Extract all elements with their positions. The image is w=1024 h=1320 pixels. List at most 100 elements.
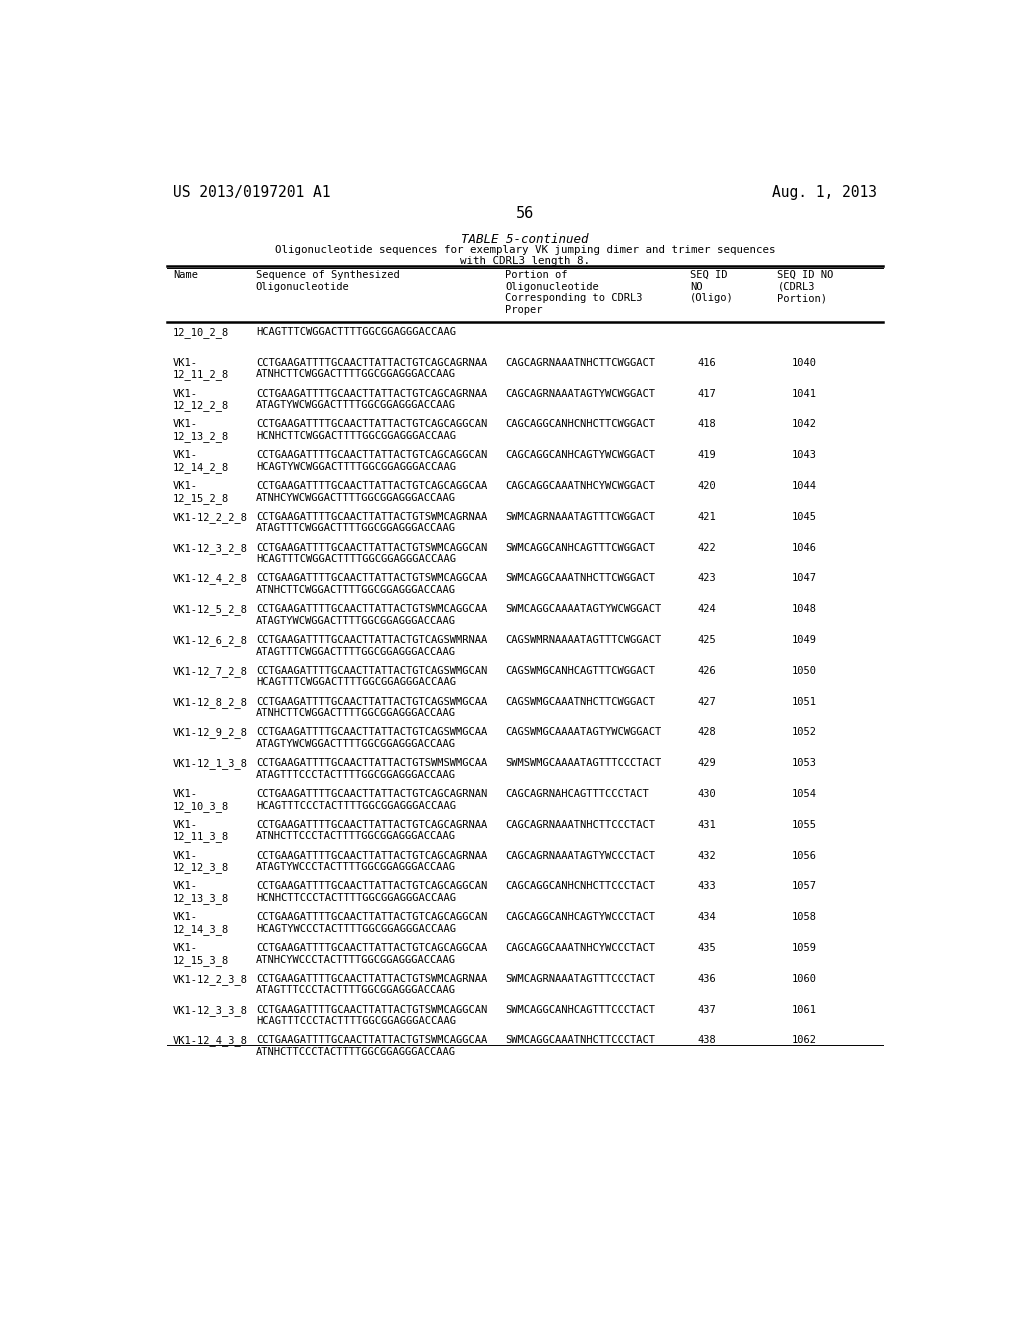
Text: CCTGAAGATTTTGCAACTTATTACTGTSWMCAGRNAA
ATAGTTTCCCTACTTTTGGCGGAGGGACCAAG: CCTGAAGATTTTGCAACTTATTACTGTSWMCAGRNAA AT… xyxy=(256,974,487,995)
Text: Portion of
Oligonucleotide
Corresponding to CDRL3
Proper: Portion of Oligonucleotide Corresponding… xyxy=(506,271,643,315)
Text: SWMCAGRNAAATAGTTTCCCTACT: SWMCAGRNAAATAGTTTCCCTACT xyxy=(506,974,655,983)
Text: CCTGAAGATTTTGCAACTTATTACTGTCAGCAGGCAN
HCAGTYWCCCTACTTTTGGCGGAGGGACCAAG: CCTGAAGATTTTGCAACTTATTACTGTCAGCAGGCAN HC… xyxy=(256,912,487,933)
Text: 1050: 1050 xyxy=(792,665,816,676)
Text: CCTGAAGATTTTGCAACTTATTACTGTSWMCAGGCAA
ATAGTYWCWGGACTTTTGGCGGAGGGACCAAG: CCTGAAGATTTTGCAACTTATTACTGTSWMCAGGCAA AT… xyxy=(256,605,487,626)
Text: US 2013/0197201 A1: US 2013/0197201 A1 xyxy=(173,185,331,201)
Text: 427: 427 xyxy=(697,697,717,706)
Text: 56: 56 xyxy=(516,206,534,222)
Text: 1054: 1054 xyxy=(792,789,816,799)
Text: 420: 420 xyxy=(697,480,717,491)
Text: CCTGAAGATTTTGCAACTTATTACTGTCAGSWMGCAA
ATNHCTTCWGGACTTTTGGCGGAGGGACCAAG: CCTGAAGATTTTGCAACTTATTACTGTCAGSWMGCAA AT… xyxy=(256,697,487,718)
Text: CAGSWMGCAAAATAGTYWCWGGACT: CAGSWMGCAAAATAGTYWCWGGACT xyxy=(506,727,662,738)
Text: 1060: 1060 xyxy=(792,974,816,983)
Text: VK1-12_6_2_8: VK1-12_6_2_8 xyxy=(173,635,248,645)
Text: CAGCAGGCAAATNHCYWCCCTACT: CAGCAGGCAAATNHCYWCCCTACT xyxy=(506,942,655,953)
Text: 431: 431 xyxy=(697,820,717,830)
Text: 1045: 1045 xyxy=(792,512,816,521)
Text: CCTGAAGATTTTGCAACTTATTACTGTCAGCAGRNAA
ATAGTYWCWGGACTTTTGGCGGAGGGACCAAG: CCTGAAGATTTTGCAACTTATTACTGTCAGCAGRNAA AT… xyxy=(256,388,487,411)
Text: CAGCAGGCAAATNHCYWCWGGACT: CAGCAGGCAAATNHCYWCWGGACT xyxy=(506,480,655,491)
Text: 1056: 1056 xyxy=(792,850,816,861)
Text: 1049: 1049 xyxy=(792,635,816,645)
Text: CCTGAAGATTTTGCAACTTATTACTGTSWMCAGGCAA
ATNHCTTCWGGACTTTTGGCGGAGGGACCAAG: CCTGAAGATTTTGCAACTTATTACTGTSWMCAGGCAA AT… xyxy=(256,573,487,595)
Text: 1044: 1044 xyxy=(792,480,816,491)
Text: CCTGAAGATTTTGCAACTTATTACTGTSWMCAGGCAA
ATNHCTTCCCTACTTTTGGCGGAGGGACCAAG: CCTGAAGATTTTGCAACTTATTACTGTSWMCAGGCAA AT… xyxy=(256,1035,487,1057)
Text: 422: 422 xyxy=(697,543,717,553)
Text: VK1-
12_14_3_8: VK1- 12_14_3_8 xyxy=(173,912,229,935)
Text: CCTGAAGATTTTGCAACTTATTACTGTCAGCAGRNAN
HCAGTTTCCCTACTTTTGGCGGAGGGACCAAG: CCTGAAGATTTTGCAACTTATTACTGTCAGCAGRNAN HC… xyxy=(256,789,487,810)
Text: 1055: 1055 xyxy=(792,820,816,830)
Text: 1052: 1052 xyxy=(792,727,816,738)
Text: Oligonucleotide sequences for exemplary VK jumping dimer and trimer sequences: Oligonucleotide sequences for exemplary … xyxy=(274,246,775,255)
Text: VK1-
12_10_3_8: VK1- 12_10_3_8 xyxy=(173,789,229,812)
Text: CCTGAAGATTTTGCAACTTATTACTGTCAGCAGRNAA
ATNHCTTCWGGACTTTTGGCGGAGGGACCAAG: CCTGAAGATTTTGCAACTTATTACTGTCAGCAGRNAA AT… xyxy=(256,358,487,379)
Text: 1058: 1058 xyxy=(792,912,816,923)
Text: Name: Name xyxy=(173,271,198,280)
Text: 438: 438 xyxy=(697,1035,717,1045)
Text: CCTGAAGATTTTGCAACTTATTACTGTCAGCAGGCAN
HCNHCTTCWGGACTTTTGGCGGAGGGACCAAG: CCTGAAGATTTTGCAACTTATTACTGTCAGCAGGCAN HC… xyxy=(256,420,487,441)
Text: CCTGAAGATTTTGCAACTTATTACTGTCAGSWMGCAA
ATAGTYWCWGGACTTTTGGCGGAGGGACCAAG: CCTGAAGATTTTGCAACTTATTACTGTCAGSWMGCAA AT… xyxy=(256,727,487,748)
Text: 434: 434 xyxy=(697,912,717,923)
Text: 1051: 1051 xyxy=(792,697,816,706)
Text: SEQ ID
NO
(Oligo): SEQ ID NO (Oligo) xyxy=(690,271,733,304)
Text: CAGCAGRNAAATNHCTTCWGGACT: CAGCAGRNAAATNHCTTCWGGACT xyxy=(506,358,655,368)
Text: 1040: 1040 xyxy=(792,358,816,368)
Text: SEQ ID NO
(CDRL3
Portion): SEQ ID NO (CDRL3 Portion) xyxy=(777,271,834,304)
Text: 417: 417 xyxy=(697,388,717,399)
Text: VK1-
12_14_2_8: VK1- 12_14_2_8 xyxy=(173,450,229,473)
Text: 418: 418 xyxy=(697,420,717,429)
Text: 12_10_2_8: 12_10_2_8 xyxy=(173,327,229,338)
Text: VK1-12_9_2_8: VK1-12_9_2_8 xyxy=(173,727,248,738)
Text: CCTGAAGATTTTGCAACTTATTACTGTCAGSWMGCAN
HCAGTTTCWGGACTTTTGGCGGAGGGACCAAG: CCTGAAGATTTTGCAACTTATTACTGTCAGSWMGCAN HC… xyxy=(256,665,487,688)
Text: VK1-12_2_3_8: VK1-12_2_3_8 xyxy=(173,974,248,985)
Text: CCTGAAGATTTTGCAACTTATTACTGTCAGCAGGCAA
ATNHCYWCCCTACTTTTGGCGGAGGGACCAAG: CCTGAAGATTTTGCAACTTATTACTGTCAGCAGGCAA AT… xyxy=(256,942,487,965)
Text: 1048: 1048 xyxy=(792,605,816,614)
Text: CCTGAAGATTTTGCAACTTATTACTGTCAGCAGGCAN
HCNHCTTCCCTACTTTTGGCGGAGGGACCAAG: CCTGAAGATTTTGCAACTTATTACTGTCAGCAGGCAN HC… xyxy=(256,882,487,903)
Text: VK1-
12_15_2_8: VK1- 12_15_2_8 xyxy=(173,480,229,503)
Text: 1043: 1043 xyxy=(792,450,816,461)
Text: Sequence of Synthesized
Oligonucleotide: Sequence of Synthesized Oligonucleotide xyxy=(256,271,399,292)
Text: 436: 436 xyxy=(697,974,717,983)
Text: VK1-12_1_3_8: VK1-12_1_3_8 xyxy=(173,758,248,770)
Text: CAGCAGGCANHCNHCTTCCCTACT: CAGCAGGCANHCNHCTTCCCTACT xyxy=(506,882,655,891)
Text: VK1-12_3_3_8: VK1-12_3_3_8 xyxy=(173,1005,248,1015)
Text: CAGSWMRNAAAATAGTTTCWGGACT: CAGSWMRNAAAATAGTTTCWGGACT xyxy=(506,635,662,645)
Text: CCTGAAGATTTTGCAACTTATTACTGTCAGCAGGCAA
ATNHCYWCWGGACTTTTGGCGGAGGGACCAAG: CCTGAAGATTTTGCAACTTATTACTGTCAGCAGGCAA AT… xyxy=(256,480,487,503)
Text: VK1-
12_12_3_8: VK1- 12_12_3_8 xyxy=(173,850,229,873)
Text: 430: 430 xyxy=(697,789,717,799)
Text: VK1-
12_15_3_8: VK1- 12_15_3_8 xyxy=(173,942,229,965)
Text: CAGSWMGCANHCAGTTTCWGGACT: CAGSWMGCANHCAGTTTCWGGACT xyxy=(506,665,655,676)
Text: CAGCAGRNAAATNHCTTCCCTACT: CAGCAGRNAAATNHCTTCCCTACT xyxy=(506,820,655,830)
Text: CAGCAGRNAAATAGTYWCCCTACT: CAGCAGRNAAATAGTYWCCCTACT xyxy=(506,850,655,861)
Text: 425: 425 xyxy=(697,635,717,645)
Text: 437: 437 xyxy=(697,1005,717,1015)
Text: CCTGAAGATTTTGCAACTTATTACTGTCAGCAGGCAN
HCAGTYWCWGGACTTTTGGCGGAGGGACCAAG: CCTGAAGATTTTGCAACTTATTACTGTCAGCAGGCAN HC… xyxy=(256,450,487,471)
Text: VK1-12_4_3_8: VK1-12_4_3_8 xyxy=(173,1035,248,1047)
Text: 1046: 1046 xyxy=(792,543,816,553)
Text: CAGSWMGCAAATNHCTTCWGGACT: CAGSWMGCAAATNHCTTCWGGACT xyxy=(506,697,655,706)
Text: VK1-
12_11_3_8: VK1- 12_11_3_8 xyxy=(173,820,229,842)
Text: SWMCAGGCANHCAGTTTCCCTACT: SWMCAGGCANHCAGTTTCCCTACT xyxy=(506,1005,655,1015)
Text: TABLE 5-continued: TABLE 5-continued xyxy=(461,234,589,246)
Text: 1042: 1042 xyxy=(792,420,816,429)
Text: 433: 433 xyxy=(697,882,717,891)
Text: with CDRL3 length 8.: with CDRL3 length 8. xyxy=(460,256,590,267)
Text: 421: 421 xyxy=(697,512,717,521)
Text: SWMCAGGCANHCAGTTTCWGGACT: SWMCAGGCANHCAGTTTCWGGACT xyxy=(506,543,655,553)
Text: VK1-12_3_2_8: VK1-12_3_2_8 xyxy=(173,543,248,553)
Text: VK1-
12_13_2_8: VK1- 12_13_2_8 xyxy=(173,420,229,442)
Text: SWMCAGGCAAATNHCTTCCCTACT: SWMCAGGCAAATNHCTTCCCTACT xyxy=(506,1035,655,1045)
Text: 435: 435 xyxy=(697,942,717,953)
Text: VK1-
12_12_2_8: VK1- 12_12_2_8 xyxy=(173,388,229,411)
Text: 432: 432 xyxy=(697,850,717,861)
Text: CAGCAGRNAAATAGTYWCWGGACT: CAGCAGRNAAATAGTYWCWGGACT xyxy=(506,388,655,399)
Text: 429: 429 xyxy=(697,758,717,768)
Text: CCTGAAGATTTTGCAACTTATTACTGTCAGCAGRNAA
ATAGTYWCCCTACTTTTGGCGGAGGGACCAAG: CCTGAAGATTTTGCAACTTATTACTGTCAGCAGRNAA AT… xyxy=(256,850,487,873)
Text: 423: 423 xyxy=(697,573,717,583)
Text: SWMCAGGCAAATNHCTTCWGGACT: SWMCAGGCAAATNHCTTCWGGACT xyxy=(506,573,655,583)
Text: CCTGAAGATTTTGCAACTTATTACTGTSWMCAGGCAN
HCAGTTTCCCTACTTTTGGCGGAGGGACCAAG: CCTGAAGATTTTGCAACTTATTACTGTSWMCAGGCAN HC… xyxy=(256,1005,487,1026)
Text: 1061: 1061 xyxy=(792,1005,816,1015)
Text: CAGCAGRNAHCAGTTTCCCTACT: CAGCAGRNAHCAGTTTCCCTACT xyxy=(506,789,649,799)
Text: CCTGAAGATTTTGCAACTTATTACTGTSWMCAGGCAN
HCAGTTTCWGGACTTTTGGCGGAGGGACCAAG: CCTGAAGATTTTGCAACTTATTACTGTSWMCAGGCAN HC… xyxy=(256,543,487,564)
Text: HCAGTTTCWGGACTTTTGGCGGAGGGACCAAG: HCAGTTTCWGGACTTTTGGCGGAGGGACCAAG xyxy=(256,327,456,337)
Text: CAGCAGGCANHCNHCTTCWGGACT: CAGCAGGCANHCNHCTTCWGGACT xyxy=(506,420,655,429)
